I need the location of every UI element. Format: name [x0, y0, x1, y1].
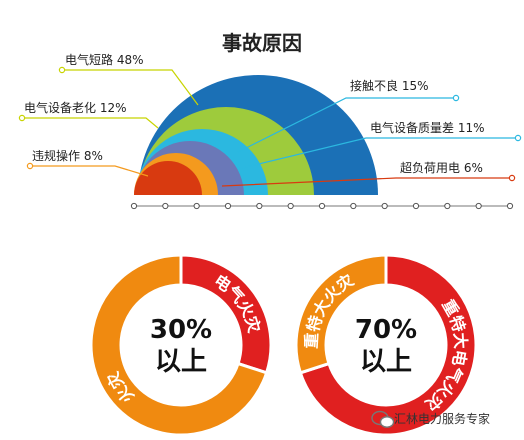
- leader-line-item-63a589e64e0d826f: [237, 97, 456, 153]
- donut-slice-item-91cd727959277535: [298, 253, 478, 437]
- donut-hole: [327, 286, 445, 404]
- accident-causes-chart: 事故原因 电气短路 48% 接触不良 15% 电气设备老化 12% 电气设备质量差 1…: [18, 31, 522, 210]
- leader-dot-item-8d858d1f83777528: [508, 174, 516, 182]
- leader-dot-item-75356c148bbe5907: [18, 114, 26, 122]
- leader-dot-item-75356c148bbe5907: [514, 134, 522, 142]
- axis-tick-dot: [444, 202, 451, 210]
- cause-label-item-8fdd89c464cd4f5c: 违规操作 8%: [32, 148, 103, 163]
- leader-line-item-8fdd89c464cd4f5c: [30, 165, 149, 177]
- leader-line-item-75356c148bbe5907: [241, 137, 518, 169]
- donut-left-percent: 30%: [150, 315, 212, 345]
- axis-tick-dot: [318, 202, 326, 210]
- cause-label-item-75356c148bbe5907: 电气设备老化 12%: [24, 100, 127, 115]
- cause-label-item-75356c1477ed8def: 电气短路 48%: [65, 52, 144, 67]
- cause-label-item-8d858d1f83777528: 超负荷用电 6%: [400, 160, 483, 175]
- axis-tick-dot: [381, 202, 388, 210]
- watermark: 汇林电力服务专家: [371, 410, 490, 428]
- cause-label-item-63a589e64e0d826f: 接触不良 15%: [350, 78, 429, 93]
- donut-hole: [122, 286, 240, 404]
- axis-tick-dot: [130, 202, 138, 210]
- axis-tick-dot: [506, 202, 514, 210]
- leader-lines: [18, 66, 522, 187]
- donut-slice-item-91cd72795927706b: [294, 253, 388, 375]
- watermark-text: 汇林电力服务专家: [394, 411, 490, 426]
- axis-tick-dot: [412, 202, 420, 210]
- axis-tick-dot: [162, 202, 169, 210]
- donut-ring-left: [89, 253, 273, 437]
- leader-dot-item-8fdd89c464cd4f5c: [26, 162, 34, 170]
- leader-dot-item-75356c1477ed8def: [58, 66, 66, 74]
- leader-line-item-75356c1477ed8def: [62, 69, 199, 106]
- donut-slice-item-706b707e: [89, 253, 269, 437]
- semicircle-item-8d858d1f83777528: [134, 161, 202, 195]
- axis-tick-dot: [287, 202, 294, 210]
- cause-label-item-75356c148bbe5907: 电气设备质量差 11%: [370, 120, 485, 135]
- chart-title: 事故原因: [222, 31, 302, 55]
- axis-tick-dot: [224, 202, 232, 210]
- concentric-semicircles: [134, 75, 378, 195]
- electrical-fire-donut: 30% 以上 电气火灾 火灾: [89, 253, 273, 437]
- axis-tick-dot: [475, 202, 482, 210]
- wechat-icon: [371, 410, 395, 428]
- leader-line-item-75356c148bbe5907: [22, 117, 159, 129]
- axis-tick-dot: [256, 202, 263, 210]
- axis-tick-dot: [193, 202, 200, 210]
- major-fire-donut: 70% 以上 重特大电气火灾 重特大火灾: [294, 253, 478, 437]
- leader-dot-item-63a589e64e0d826f: [452, 94, 460, 102]
- donut-ring-right: [294, 253, 478, 437]
- leader-line-item-8d858d1f83777528: [221, 177, 512, 187]
- donut-right-percent: 70%: [355, 315, 417, 345]
- baseline-axis: [130, 202, 514, 210]
- donut-left-suffix: 以上: [155, 347, 207, 377]
- axis-tick-dot: [350, 202, 357, 210]
- cause-labels: 电气短路 48% 接触不良 15% 电气设备老化 12% 电气设备质量差 11% 违规操…: [24, 52, 485, 175]
- donut-right-suffix: 以上: [360, 347, 412, 377]
